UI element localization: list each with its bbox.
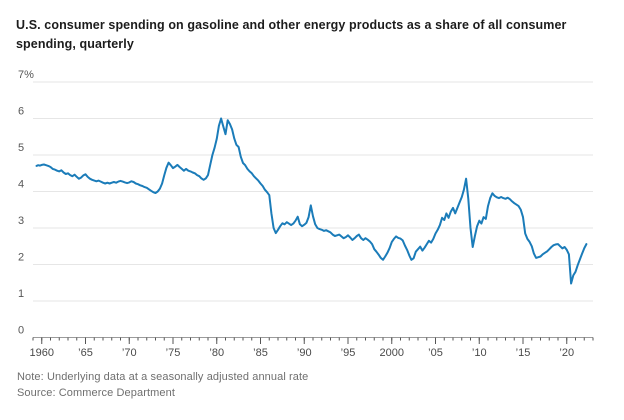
y-axis-tick-label: 4 [18, 179, 24, 191]
y-axis-tick-label: 7% [18, 69, 34, 81]
y-axis-tick-label: 1 [18, 288, 24, 300]
x-axis-tick-label: ’10 [472, 347, 487, 359]
x-axis-tick-label: ’65 [78, 347, 93, 359]
x-axis-tick-label: ’15 [516, 347, 531, 359]
chart-source: Source: Commerce Department [17, 386, 175, 399]
x-axis-tick-label: ’90 [297, 347, 312, 359]
chart-footer: Note: Underlying data at a seasonally ad… [17, 370, 607, 401]
chart-title: U.S. consumer spending on gasoline and o… [16, 16, 616, 54]
y-axis-tick-label: 3 [18, 215, 24, 227]
chart-title-line2: spending, quarterly [16, 37, 134, 51]
chart-note: Note: Underlying data at a seasonally ad… [17, 371, 309, 383]
x-axis-tick-label: 1960 [30, 347, 54, 359]
x-axis-tick-label: ’95 [341, 347, 356, 359]
x-axis-tick-label: ’05 [428, 347, 443, 359]
y-axis-tick-label: 6 [18, 106, 24, 118]
y-axis-tick-label: 0 [18, 325, 24, 337]
data-line [35, 117, 588, 285]
y-axis-tick-label: 2 [18, 252, 24, 264]
chart-title-line1: U.S. consumer spending on gasoline and o… [16, 18, 567, 32]
x-axis-tick-label: ’80 [209, 347, 224, 359]
x-axis-tick-label: ’70 [122, 347, 137, 359]
x-axis-tick-label: 2000 [380, 347, 404, 359]
x-axis-tick-label: ’85 [253, 347, 268, 359]
x-axis-tick-label: ’75 [166, 347, 181, 359]
y-axis-tick-label: 5 [18, 142, 24, 154]
x-axis-tick-label: ’20 [559, 347, 574, 359]
